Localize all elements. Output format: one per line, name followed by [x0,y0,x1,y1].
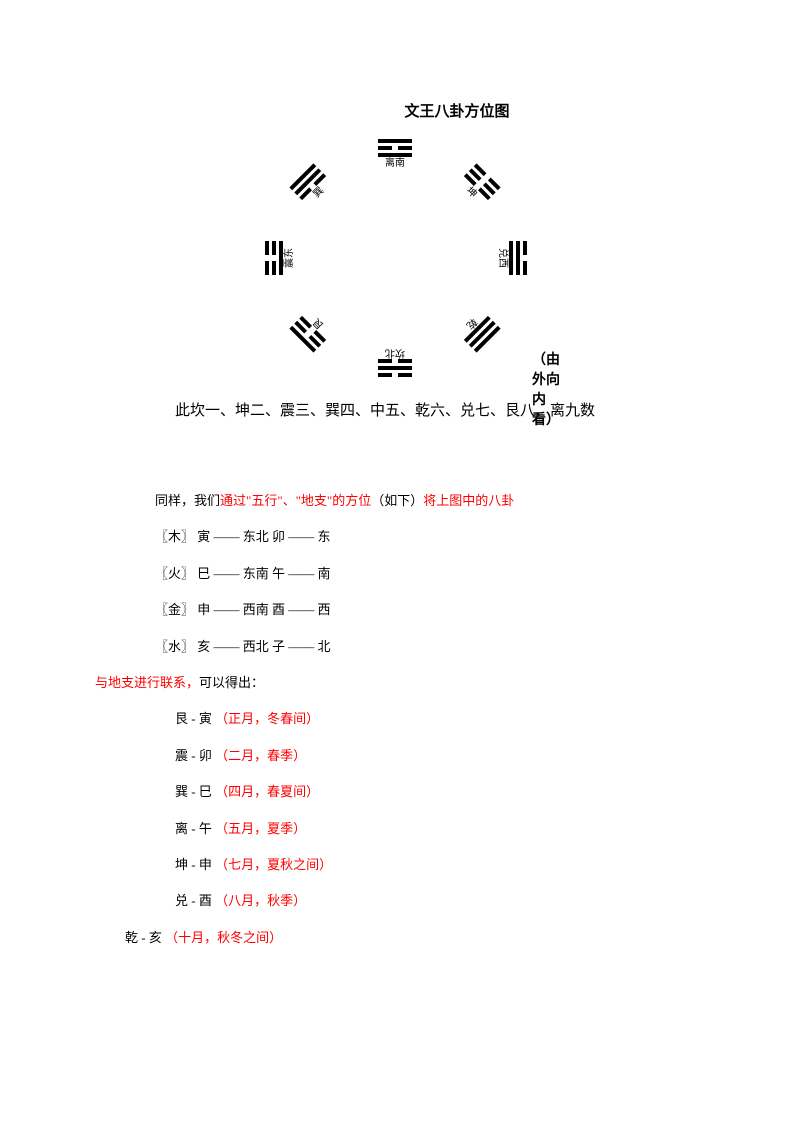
assoc-line-last: 乾 - 亥 （十月，秋冬之间） [95,920,699,956]
assoc-line: 巽 - 巳 （四月，春夏间） [95,774,699,810]
wuxing-line: 〖水〗 亥 —— 西北 子 —— 北 [95,629,699,665]
bagua-diagram: 离南坤兑西乾坎北艮震东巽（由外向内看） [252,139,542,389]
trigram-li: 离南 [371,139,419,169]
text-red: 通过"五行"、"地支"的方位 [220,493,371,508]
wuxing-line: 〖金〗 申 —— 西南 酉 —— 西 [95,592,699,628]
assoc-line: 离 - 午 （五月，夏季） [95,811,699,847]
text: 可以得出： [199,675,264,690]
assoc-line: 震 - 卯 （二月，春季） [95,738,699,774]
text: 同样，我们 [155,493,220,508]
trigram-dui: 兑西 [497,234,527,282]
trigram-kun: 坤 [450,158,505,213]
assoc-line: 兑 - 酉 （八月，秋季） [95,883,699,919]
paragraph-1: 同样，我们通过"五行"、"地支"的方位（如下）将上图中的八卦 [95,483,699,519]
text-red: 将上图中的八卦 [423,493,514,508]
assoc-line: 艮 - 寅 （正月，冬春间） [95,701,699,737]
trigram-zhen: 震东 [265,234,295,282]
wuxing-line: 〖火〗 巳 —— 东南 午 —— 南 [95,556,699,592]
diagram-title: 文王八卦方位图 [215,100,699,121]
trigram-xun: 巽 [284,158,339,213]
text-red: 与地支进行联系， [95,675,199,690]
diagram-note: （由外向内看） [532,349,560,429]
paragraph-2: 与地支进行联系，可以得出： [95,665,699,701]
assoc-line: 坤 - 申 （七月，夏秋之间） [95,847,699,883]
trigram-kan: 坎北 [371,347,419,377]
wuxing-line: 〖木〗 寅 —— 东北 卯 —— 东 [95,519,699,555]
body-text: 同样，我们通过"五行"、"地支"的方位（如下）将上图中的八卦 〖木〗 寅 —— … [95,483,699,956]
text: （如下） [371,493,423,508]
trigram-gen: 艮 [284,302,339,357]
document-page: 文王八卦方位图 离南坤兑西乾坎北艮震东巽（由外向内看） 此坎一、坤二、震三、巽四… [0,0,794,956]
trigram-qian: 乾 [450,302,505,357]
